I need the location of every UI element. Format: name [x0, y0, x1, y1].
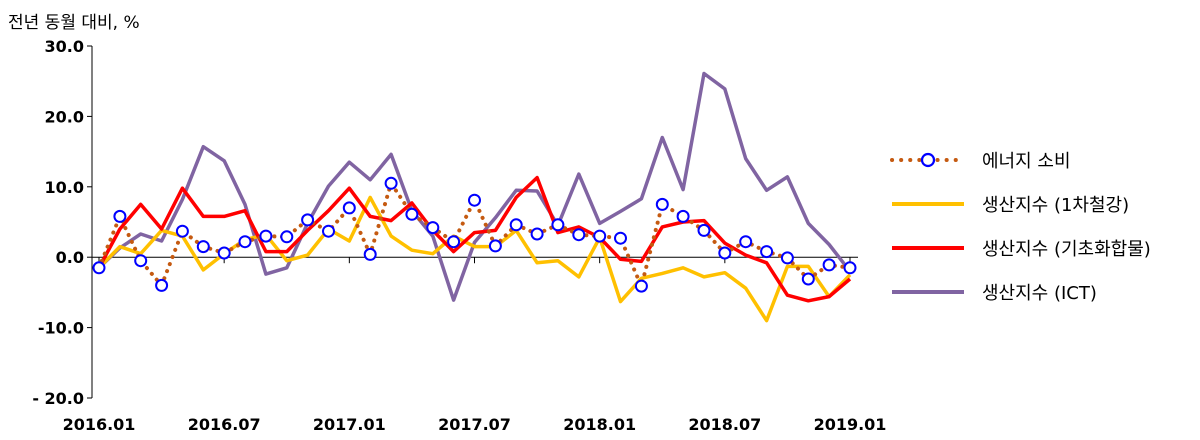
series-layer: [92, 71, 857, 323]
x-tick-label: 2017.01: [313, 415, 386, 434]
energy-point: [593, 229, 607, 243]
series-line-ict: [97, 71, 852, 302]
energy-point: [322, 224, 335, 238]
energy-point: [551, 218, 565, 232]
legend-label-steel: 생산지수 (1차철강): [982, 195, 1130, 216]
energy-point: [259, 229, 273, 243]
legend-item-chemical: 생산지수 (기초화합물): [888, 226, 1188, 270]
energy-point: [718, 246, 732, 260]
x-tick-label: 2016.07: [188, 415, 261, 434]
y-tick-label: 30.0: [45, 37, 84, 56]
energy-point: [426, 221, 440, 235]
legend: 에너지 소비 생산지수 (1차철강) 생산지수 (기초화합물) 생산지수 (IC…: [888, 138, 1188, 314]
legend-swatch-ict: [892, 290, 964, 294]
energy-point: [509, 218, 523, 232]
energy-point: [196, 240, 210, 254]
energy-point: [363, 247, 377, 261]
energy-point: [739, 235, 753, 249]
energy-point: [801, 272, 815, 286]
series-line-chemical: [97, 175, 852, 303]
x-tick-label: 2016.01: [63, 415, 136, 434]
legend-item-steel: 생산지수 (1차철강): [888, 182, 1188, 226]
energy-point: [155, 278, 169, 292]
energy-point: [113, 209, 127, 223]
y-tick-label: 20.0: [45, 107, 84, 126]
energy-point: [447, 235, 461, 249]
energy-point: [405, 207, 419, 221]
x-tick-label: 2019.01: [814, 415, 887, 434]
energy-point: [384, 176, 398, 190]
energy-point: [655, 197, 669, 211]
energy-point: [280, 230, 294, 244]
energy-point: [217, 246, 231, 260]
energy-point: [697, 223, 711, 237]
energy-point: [822, 258, 836, 272]
energy-point: [488, 239, 502, 253]
y-tick-label: - 20.0: [32, 389, 84, 408]
x-tick-label: 2018.07: [688, 415, 761, 434]
energy-point: [301, 213, 315, 227]
energy-point: [760, 245, 774, 259]
y-tick-label: -10.0: [38, 319, 84, 338]
legend-swatch-steel: [892, 202, 964, 206]
legend-label-energy: 에너지 소비: [982, 151, 1071, 172]
energy-point: [175, 224, 189, 238]
energy-point: [843, 261, 857, 275]
energy-point: [134, 254, 148, 268]
y-tick-label: 10.0: [45, 178, 84, 197]
energy-point: [238, 235, 252, 249]
legend-item-ict: 생산지수 (ICT): [888, 270, 1188, 314]
energy-point: [342, 201, 356, 215]
energy-point: [468, 193, 481, 207]
energy-point: [634, 279, 648, 293]
energy-point: [780, 251, 794, 265]
x-tick-label: 2017.07: [438, 415, 511, 434]
legend-swatch-chemical: [892, 246, 964, 250]
energy-point: [572, 228, 586, 242]
energy-point: [614, 231, 627, 245]
y-axis-unit-label: 전년 동월 대비, %: [8, 13, 140, 33]
legend-label-chemical: 생산지수 (기초화합물): [982, 239, 1151, 260]
legend-item-energy: 에너지 소비: [888, 138, 1188, 182]
y-tick-label: 0.0: [56, 248, 84, 267]
legend-label-ict: 생산지수 (ICT): [982, 283, 1097, 304]
legend-swatch-energy: [890, 152, 966, 168]
axes: 30.0 20.0 10.0 0.0 -10.0 - 20.0 2016.01 2016.07…: [32, 37, 886, 434]
energy-point: [676, 209, 690, 223]
energy-point: [530, 227, 544, 241]
x-tick-label: 2018.01: [563, 415, 636, 434]
energy-point: [92, 261, 106, 275]
